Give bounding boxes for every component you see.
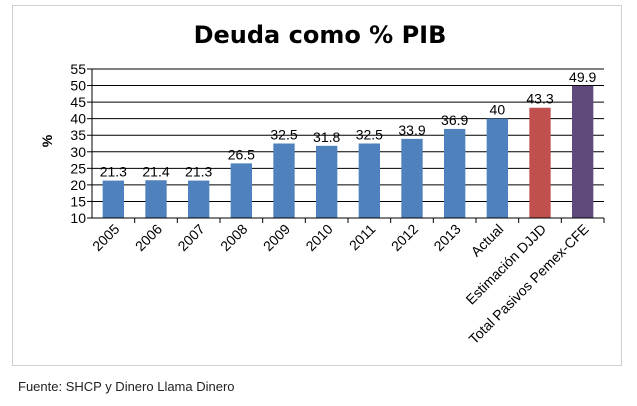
data-label: 21.3	[185, 164, 212, 180]
x-tick-label: 2012	[388, 221, 421, 254]
y-tick-label: 45	[70, 94, 86, 110]
gridlines	[92, 68, 604, 202]
bar-6	[316, 145, 338, 218]
data-label: 21.3	[100, 164, 127, 180]
axes	[87, 68, 605, 223]
y-tick-label: 10	[70, 210, 86, 226]
data-label: 36.9	[441, 112, 468, 128]
bar-10	[486, 118, 508, 218]
bar-1	[102, 180, 124, 218]
bar-5	[273, 143, 295, 218]
x-tick-label: 2005	[89, 221, 122, 254]
bar-3	[188, 180, 210, 218]
x-tick-label: 2010	[302, 221, 335, 254]
data-label: 21.4	[142, 163, 169, 179]
data-label: 26.5	[228, 146, 255, 162]
x-tick-label: 2011	[346, 221, 379, 254]
y-tick-label: 35	[70, 127, 86, 143]
source-note: Fuente: SHCP y Dinero Llama Dinero	[18, 379, 235, 394]
bar-4	[230, 163, 252, 218]
y-tick-label: 25	[70, 160, 86, 176]
x-tick-label: 2006	[132, 221, 165, 254]
x-tick-label: 2007	[174, 221, 207, 254]
data-label: 31.8	[313, 129, 340, 145]
y-tick-label: 55	[70, 61, 86, 77]
y-tick-label: 15	[70, 193, 86, 209]
bar-2	[145, 180, 167, 218]
bar-7	[358, 143, 380, 218]
y-tick-label: 40	[70, 111, 86, 127]
data-label: 32.5	[356, 127, 383, 143]
y-axis-label: %	[39, 134, 55, 147]
y-tick-label: 50	[70, 78, 86, 94]
x-tick-label: 2009	[260, 221, 293, 254]
bar-8	[401, 138, 423, 218]
x-tick-labels: 2005 2006 2007 2008 2009 2010 2011 2012 2013 Actu…	[89, 221, 592, 347]
bar-11	[529, 107, 551, 218]
data-label: 33.9	[398, 122, 425, 138]
data-label: 43.3	[526, 91, 553, 107]
y-tick-label: 30	[70, 144, 86, 160]
data-label: 49.9	[569, 69, 596, 85]
data-labels: 21.3 21.4 21.3 26.5 32.5 31.8 32.5 33.9 36.9 40 43…	[100, 69, 597, 180]
x-tick-label: 2013	[430, 221, 463, 254]
y-tick-label: 20	[70, 177, 86, 193]
chart-title: Deuda como % PIB	[194, 21, 447, 49]
bar-9	[444, 128, 466, 218]
x-tick-label: Actual	[468, 221, 507, 260]
bars	[102, 85, 594, 219]
x-tick-label: 2008	[217, 221, 250, 254]
data-label: 32.5	[270, 127, 297, 143]
bar-12	[572, 85, 594, 219]
data-label: 40	[490, 102, 506, 118]
